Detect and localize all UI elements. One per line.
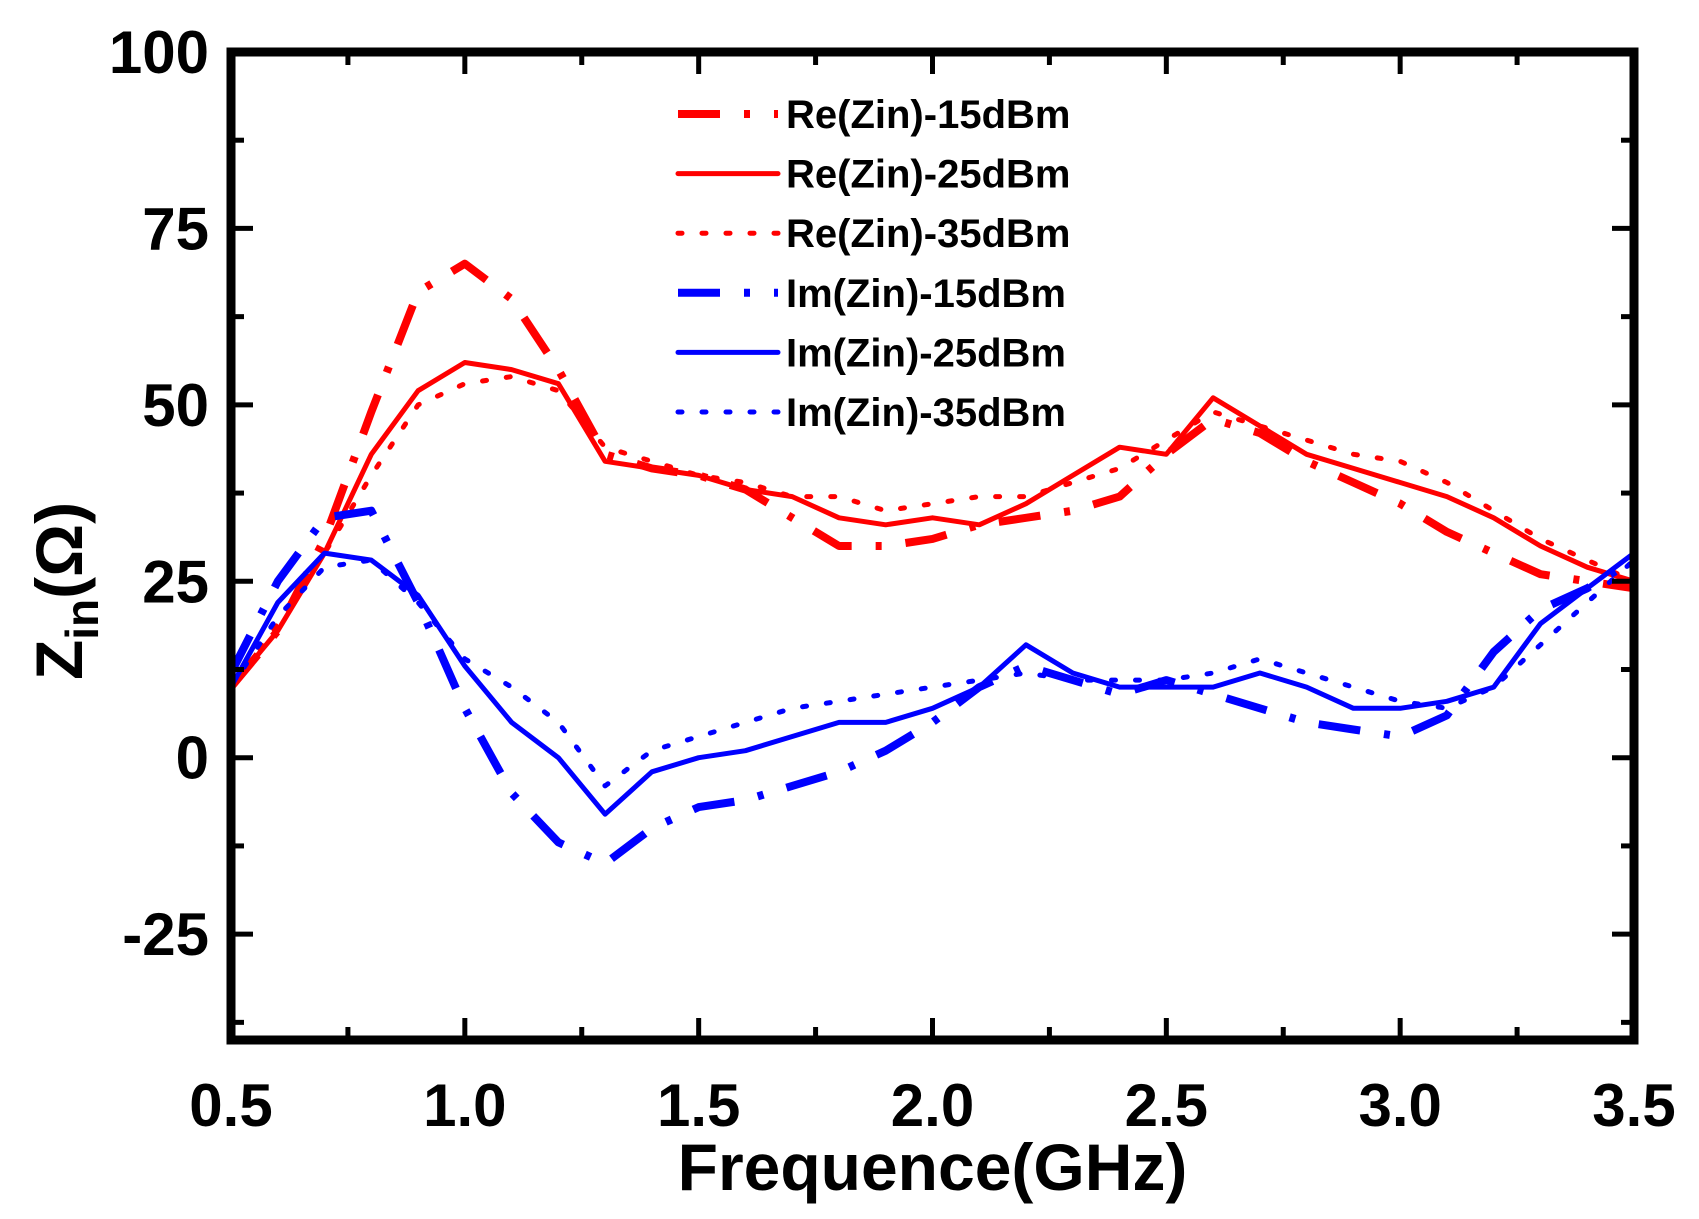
legend-label: Im(Zin)-35dBm (786, 391, 1066, 435)
series-line (227, 506, 1637, 868)
legend-label: Im(Zin)-25dBm (786, 331, 1066, 375)
series-line (228, 557, 1637, 789)
series-line (228, 550, 1637, 817)
y-axis-label-unit: (Ω) (22, 502, 96, 599)
legend-label: Re(Zin)-15dBm (786, 93, 1070, 137)
series-line (227, 259, 1635, 690)
y-tick-label: 75 (142, 195, 209, 262)
legend-label: Re(Zin)-25dBm (786, 153, 1070, 197)
series-line (228, 374, 1637, 690)
series-line (228, 360, 1637, 690)
x-tick-labels: 0.5 1.0 1.5 2.0 2.5 3.0 3.5 (189, 1072, 1675, 1139)
x-axis-label: Frequence(GHz) (678, 1130, 1188, 1204)
y-axis-label-subscript: in (56, 599, 108, 640)
x-tick-label: 2.0 (891, 1072, 974, 1139)
legend-label: Re(Zin)-35dBm (786, 212, 1070, 256)
y-tick-label: 50 (142, 372, 209, 439)
y-tick-label: 0 (176, 725, 209, 792)
y-axis-label: Zin(Ω) (22, 502, 108, 680)
y-tick-labels: -25 0 25 50 75 100 (109, 19, 209, 968)
y-axis-label-text: Zin(Ω) (22, 502, 108, 680)
x-tick-label: 1.0 (423, 1072, 506, 1139)
plot-lines (227, 259, 1637, 868)
x-tick-label: 0.5 (189, 1072, 272, 1139)
x-tick-label: 1.5 (657, 1072, 740, 1139)
y-tick-label: 25 (142, 548, 209, 615)
axis-ticks (228, 49, 1637, 1040)
y-tick-label: -25 (122, 901, 209, 968)
y-tick-label: 100 (109, 19, 209, 86)
x-tick-label: 3.0 (1358, 1072, 1441, 1139)
y-axis-label-main: Z (22, 640, 96, 680)
x-tick-label: 2.5 (1125, 1072, 1208, 1139)
legend-label: Im(Zin)-15dBm (786, 272, 1066, 316)
x-tick-label: 3.5 (1592, 1072, 1675, 1139)
plot-frame (226, 47, 1639, 1045)
legend: Re(Zin)-15dBm Re(Zin)-25dBm Re(Zin)-35dBm I… (675, 93, 1070, 435)
